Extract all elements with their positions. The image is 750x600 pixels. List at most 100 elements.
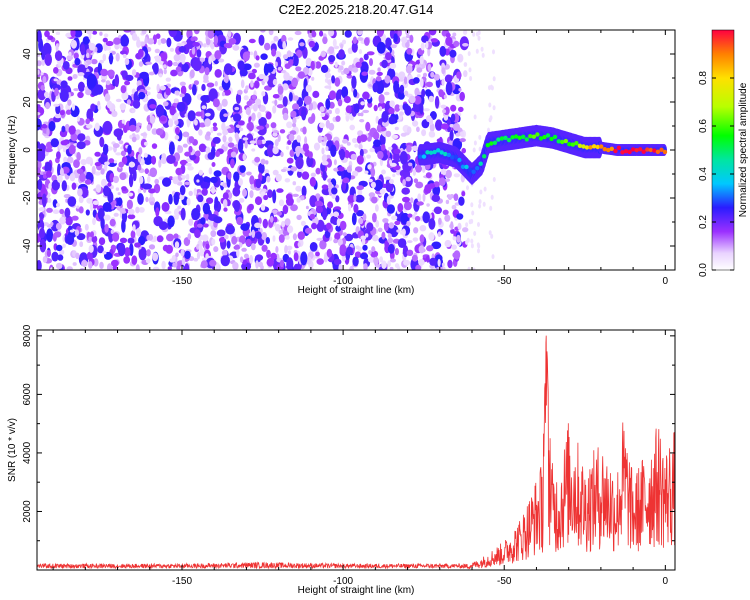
- noise-blob: [102, 53, 107, 62]
- colorbar: 0.0 0.2 0.4 0.6 0.8 Normalized spectral ampl…: [698, 29, 749, 277]
- noise-blob: [414, 164, 422, 173]
- noise-blob: [346, 142, 351, 146]
- noise-blob: [397, 265, 401, 270]
- noise-blob: [477, 248, 480, 254]
- noise-blob: [266, 175, 271, 183]
- noise-blob: [359, 148, 364, 158]
- noise-blob: [228, 38, 237, 45]
- noise-blob: [181, 62, 189, 73]
- noise-blob: [136, 122, 142, 126]
- noise-blob: [113, 212, 119, 217]
- noise-blob: [88, 32, 92, 40]
- signal-blob: [453, 154, 459, 160]
- noise-blob: [449, 49, 457, 58]
- noise-blob: [170, 69, 178, 77]
- noise-blob: [379, 188, 386, 195]
- noise-blob: [437, 258, 441, 267]
- noise-blob: [297, 71, 305, 79]
- signal-blob: [517, 135, 522, 140]
- signal-blob: [485, 143, 490, 148]
- noise-blob: [144, 141, 148, 146]
- noise-blob: [120, 85, 127, 94]
- noise-blob: [251, 148, 256, 152]
- noise-blob: [135, 264, 140, 270]
- noise-blob: [196, 251, 201, 260]
- noise-blob: [444, 214, 451, 222]
- noise-blob: [201, 188, 208, 196]
- noise-blob: [166, 37, 172, 48]
- signal-blob: [513, 134, 519, 139]
- noise-blob: [416, 201, 424, 206]
- noise-blob: [260, 265, 264, 270]
- noise-blob: [108, 52, 114, 65]
- noise-blob: [77, 188, 83, 197]
- noise-blob: [145, 196, 149, 203]
- noise-blob: [86, 124, 93, 129]
- noise-blob: [272, 235, 276, 242]
- signal-blob: [613, 148, 618, 154]
- noise-blob: [144, 168, 149, 175]
- noise-blob: [412, 168, 417, 176]
- noise-blob: [225, 224, 236, 235]
- noise-blob: [85, 89, 92, 96]
- noise-blob: [376, 124, 382, 133]
- noise-blob: [277, 66, 282, 71]
- noise-blob: [308, 102, 314, 111]
- noise-blob: [378, 106, 383, 112]
- top-y-tick-label: 0: [22, 147, 33, 153]
- noise-blob: [355, 245, 360, 250]
- noise-blob: [239, 165, 246, 173]
- noise-blob: [37, 160, 42, 170]
- noise-blob: [358, 143, 363, 150]
- noise-blob: [416, 67, 423, 73]
- noise-blob: [70, 39, 77, 49]
- noise-blob: [209, 259, 217, 267]
- noise-blob: [98, 237, 106, 246]
- noise-blob: [137, 188, 141, 195]
- noise-blob: [53, 103, 60, 107]
- noise-blob: [237, 138, 244, 153]
- noise-blob: [469, 76, 473, 81]
- signal-blob: [563, 138, 568, 144]
- noise-blob: [359, 119, 365, 123]
- noise-blob: [388, 107, 395, 115]
- noise-blob: [119, 207, 126, 213]
- noise-blob: [237, 120, 245, 126]
- noise-blob: [145, 258, 151, 264]
- noise-blob: [315, 205, 323, 214]
- noise-blob: [287, 37, 294, 41]
- noise-blob: [356, 210, 364, 217]
- noise-blob: [370, 167, 376, 177]
- bottom-x-axis: -150 -100 -50 0: [52, 330, 669, 587]
- noise-blob: [295, 185, 302, 192]
- noise-blob: [191, 47, 196, 55]
- noise-blob: [252, 103, 258, 112]
- noise-blob: [140, 132, 148, 137]
- noise-blob: [228, 136, 233, 143]
- noise-blob: [145, 86, 151, 91]
- noise-blob: [411, 254, 418, 262]
- noise-blob: [301, 185, 307, 197]
- noise-blob: [467, 266, 471, 270]
- noise-blob: [146, 176, 151, 183]
- noise-blob: [158, 159, 162, 168]
- noise-blob: [104, 93, 111, 102]
- noise-blob: [265, 63, 274, 73]
- noise-blob: [351, 75, 357, 89]
- noise-blob: [199, 57, 206, 62]
- bottom-x-tick-label: 0: [663, 576, 669, 587]
- noise-blob: [477, 35, 481, 41]
- signal-blob: [464, 164, 469, 170]
- noise-blob: [154, 55, 162, 63]
- noise-blob: [290, 166, 298, 172]
- signal-blob: [623, 149, 629, 154]
- noise-blob: [139, 41, 146, 47]
- noise-blob: [41, 57, 46, 66]
- noise-blob: [470, 218, 474, 224]
- noise-blob: [137, 193, 144, 205]
- signal-blob: [439, 150, 444, 155]
- noise-blob: [285, 197, 294, 206]
- noise-blob: [400, 132, 407, 137]
- noise-blob: [408, 95, 416, 104]
- noise-blob: [421, 165, 426, 173]
